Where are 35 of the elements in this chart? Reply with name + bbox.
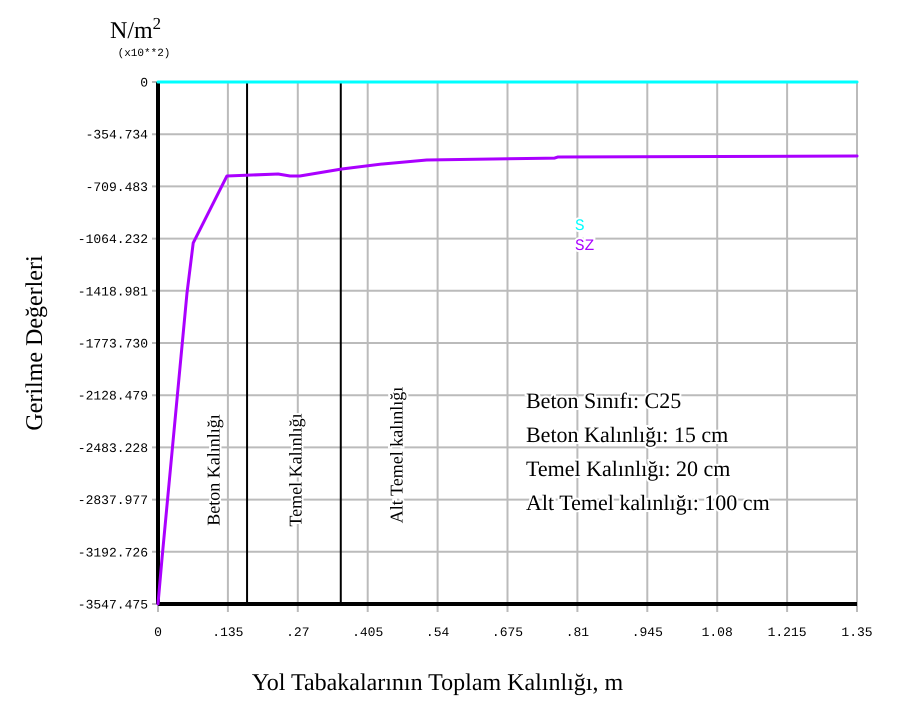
x-tick-label: .675 (492, 625, 524, 640)
x-tick-label: 1.08 (702, 625, 733, 640)
y-tick-label: -709.483 (86, 180, 148, 195)
x-tick-label: .405 (352, 625, 384, 640)
y-tick-label: -1773.730 (78, 336, 148, 352)
y-tick-label: -1418.981 (78, 284, 148, 300)
annotation: Temel Kalınlığı (285, 413, 306, 527)
y-tick-label: -3192.726 (78, 545, 148, 560)
x-tick-label: .27 (286, 625, 310, 640)
y-axis-title: Gerilme Değerleri (22, 255, 48, 431)
y-tick-label: 0 (140, 76, 148, 91)
annotation: Alt Temel kalınlığı: 100 cm (526, 490, 770, 515)
x-axis-title: Yol Tabakalarının Toplam Kalınlığı, m (252, 670, 624, 696)
x-tick-label: 0 (154, 625, 162, 640)
y-tick-label: -2483.228 (78, 440, 148, 456)
x-tick-label: .945 (632, 625, 663, 640)
y-tick-label: -354.734 (86, 128, 148, 143)
text: S (575, 217, 585, 235)
y-tick-label: -2128.479 (78, 388, 148, 404)
annotation: Temel Kalınlığı: 20 cm (526, 456, 730, 481)
y-tick-label: -1064.232 (78, 232, 148, 248)
annotation: Beton Kalınlığı (203, 414, 224, 526)
x-tick-label: .81 (566, 625, 590, 640)
annotation: Beton Kalınlığı: 15 cm (526, 422, 728, 447)
text: (x10**2) (118, 48, 170, 60)
y-tick-label: -3547.475 (78, 598, 148, 613)
y-tick-label: -2837.977 (78, 493, 148, 508)
x-tick-label: 1.35 (841, 625, 873, 640)
x-tick-label: 1.215 (768, 625, 807, 640)
text: N/m$^{2}$ (110, 14, 162, 44)
x-tick-label: .54 (426, 625, 450, 640)
annotation: Alt Temel kalınlığı (386, 386, 406, 524)
annotation: Beton Sınıfı: C25 (526, 388, 682, 413)
x-tick-label: .135 (212, 625, 244, 640)
text: SZ (575, 237, 595, 255)
